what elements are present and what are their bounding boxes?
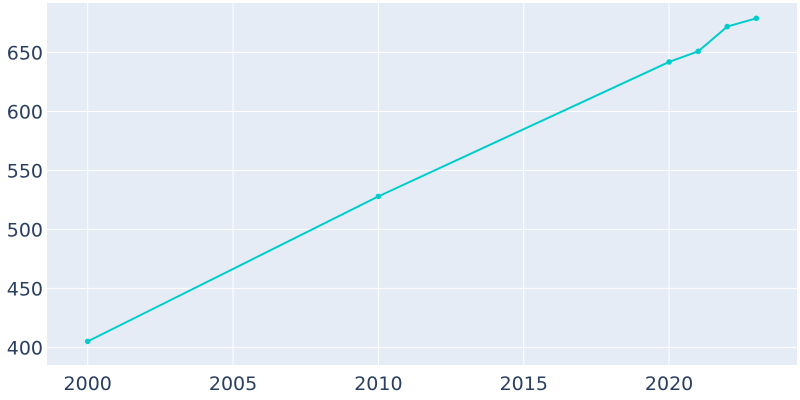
y-tick-label: 550 — [7, 160, 43, 182]
x-tick-label: 2020 — [645, 373, 693, 395]
series-line-layer — [87, 17, 757, 343]
y-tick-label: 400 — [7, 337, 43, 359]
gridlines — [47, 3, 797, 365]
x-tick-label: 2015 — [500, 373, 548, 395]
data-point — [84, 338, 91, 345]
data-point — [724, 23, 731, 30]
y-tick-label: 500 — [7, 219, 43, 241]
data-point — [753, 15, 760, 22]
x-tick-label: 2005 — [209, 373, 257, 395]
plot-area — [47, 3, 797, 365]
data-point — [375, 193, 382, 200]
y-tick-label: 650 — [7, 43, 43, 65]
y-tick-label: 450 — [7, 278, 43, 300]
x-axis-ticks: 2000 2005 2010 2015 2020 — [64, 373, 694, 395]
series-points — [84, 15, 760, 345]
y-tick-label: 600 — [7, 101, 43, 123]
x-tick-label: 2010 — [354, 373, 402, 395]
y-axis-ticks: 400 450 500 550 600 650 — [7, 43, 43, 360]
data-point — [666, 59, 672, 65]
data-point — [695, 48, 701, 55]
series-line — [87, 17, 757, 343]
x-tick-label: 2000 — [64, 373, 112, 395]
